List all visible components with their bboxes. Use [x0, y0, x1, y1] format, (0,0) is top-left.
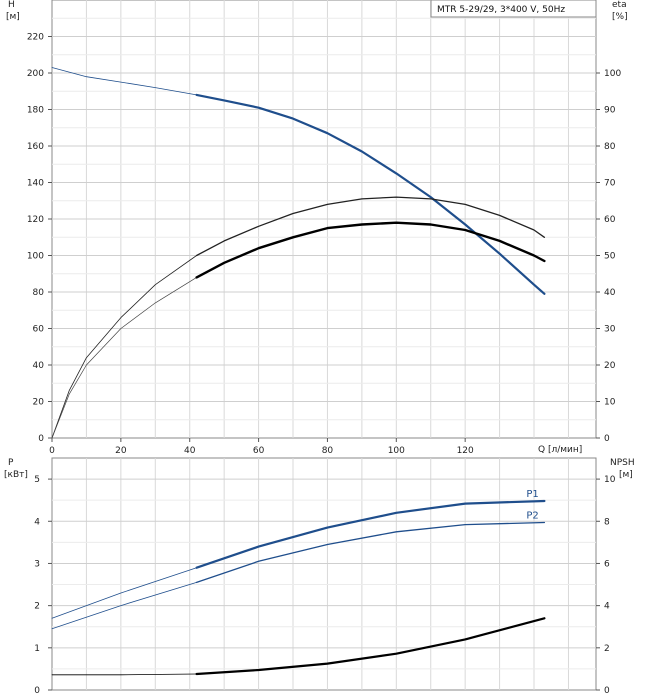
head-axis-label: H	[8, 0, 15, 10]
eta-tick-label: 10	[604, 398, 616, 408]
curve-line	[51, 255, 197, 439]
curve-line	[195, 617, 546, 676]
head-tick-label: 120	[27, 215, 44, 225]
head-tick-label: 180	[27, 106, 44, 116]
npsh-tick-label: 6	[604, 559, 610, 569]
npsh-tick-label: 0	[604, 686, 610, 696]
eta-tick-label: 100	[604, 69, 621, 79]
npsh-y-ticks: 0 2 4 6 8 10	[596, 475, 616, 696]
curve-line	[195, 521, 546, 584]
eta-tick-label: 40	[604, 288, 616, 298]
eta-axis-label: eta	[612, 0, 627, 10]
curve-line	[51, 582, 197, 630]
head-tick-label: 200	[27, 69, 44, 79]
power-tick-label: 0	[34, 686, 40, 696]
head-grid	[52, 0, 596, 438]
curve-line	[195, 196, 546, 257]
eta-tick-label: 60	[604, 215, 616, 225]
head-tick-label: 0	[38, 434, 44, 444]
curve-line	[195, 499, 546, 569]
npsh-tick-label: 2	[604, 644, 610, 654]
head-tick-label: 40	[33, 361, 45, 371]
npsh-axis-label: NPSH	[610, 458, 635, 468]
eta-axis-unit: [%]	[612, 12, 628, 22]
series-label: P1	[526, 489, 538, 500]
eta-tick-label: 20	[604, 361, 616, 371]
curve-line	[51, 67, 197, 96]
head-tick-label: 60	[33, 325, 45, 335]
eta-y-ticks: 0 10 20 30 40 50 60 70 80 90 100	[596, 69, 621, 444]
curve-line	[51, 673, 197, 676]
head-y-ticks: 0 20 40 60 80 100 120 140 160 180 200 220	[27, 33, 52, 444]
power-tick-label: 2	[34, 602, 40, 612]
power-tick-label: 3	[34, 559, 40, 569]
head-tick-label: 80	[33, 288, 45, 298]
series-label: P2	[526, 511, 538, 522]
eta-tick-label: 50	[604, 252, 616, 262]
flow-axis-label: Q [л/мин]	[538, 445, 582, 455]
flow-tick-label: 60	[253, 446, 265, 456]
flow-tick-label: 0	[49, 446, 55, 456]
pump-model-box	[430, 0, 597, 18]
flow-tick-label: 80	[322, 446, 334, 456]
power-plot-frame	[51, 457, 597, 691]
curve-line	[195, 221, 546, 279]
curve-line	[51, 277, 197, 439]
eta-tick-label: 70	[604, 179, 616, 189]
curve-line	[195, 93, 546, 295]
power-tick-label: 1	[34, 644, 40, 654]
power-axis-unit: [кВт]	[4, 470, 28, 480]
eta-tick-label: 30	[604, 325, 616, 335]
power-series-group: P1 P2	[51, 489, 546, 676]
npsh-axis-unit: [м]	[619, 470, 633, 480]
eta-tick-label: 0	[604, 434, 610, 444]
head-tick-label: 20	[33, 398, 45, 408]
power-tick-label: 4	[34, 517, 40, 527]
npsh-tick-label: 10	[604, 475, 616, 485]
power-grid	[52, 458, 596, 690]
eta-tick-label: 80	[604, 142, 616, 152]
head-tick-label: 220	[27, 33, 44, 43]
pump-model-title: MTR 5-29/29, 3*400 V, 50Hz	[437, 5, 565, 15]
head-series-group	[51, 67, 546, 439]
power-npsh-panel: P1 P2 0 1 2 3 4 5 0 2 4 6 8 10 P [кВт] NPSH [м]	[4, 457, 635, 696]
curve-line	[51, 567, 197, 619]
power-y-ticks: 0 1 2 3 4 5	[34, 475, 52, 696]
power-tick-label: 5	[34, 475, 40, 485]
eta-tick-label: 90	[604, 106, 616, 116]
flow-tick-label: 20	[115, 446, 127, 456]
flow-tick-label: 40	[184, 446, 196, 456]
npsh-tick-label: 4	[604, 602, 610, 612]
npsh-tick-label: 8	[604, 517, 610, 527]
flow-tick-label: 100	[388, 446, 405, 456]
power-axis-label: P	[8, 458, 14, 468]
head-tick-label: 160	[27, 142, 44, 152]
flow-x-ticks: 0 20 40 60 80 100 120	[49, 438, 474, 456]
flow-tick-label: 120	[457, 446, 474, 456]
head-tick-label: 100	[27, 252, 44, 262]
head-tick-label: 140	[27, 179, 44, 189]
head-axis-unit: [м]	[6, 12, 20, 22]
